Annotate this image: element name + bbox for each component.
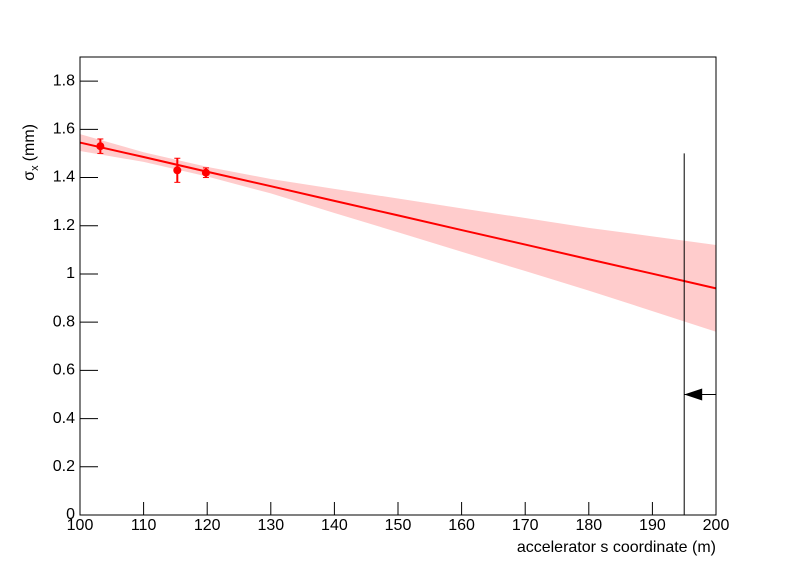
y-tick-label: 0.2: [53, 458, 75, 475]
x-tick-label: 160: [448, 517, 475, 534]
y-tick-label: 0.6: [53, 362, 75, 379]
plot-area: [79, 134, 717, 515]
x-tick-label: 130: [257, 517, 284, 534]
y-label-symbol: σ: [21, 171, 38, 181]
y-tick-label: 0.8: [53, 313, 75, 330]
x-tick-label: 120: [194, 517, 221, 534]
x-tick-label: 100: [67, 517, 94, 534]
x-tick-label: 170: [512, 517, 539, 534]
x-axis-label: accelerator s coordinate (m): [517, 539, 716, 556]
x-tick-label: 150: [385, 517, 412, 534]
fit-band: [80, 134, 716, 332]
y-tick-label: 1.4: [53, 169, 75, 186]
y-label-unit: (mm): [21, 124, 38, 161]
y-tick-label: 1: [66, 265, 75, 282]
x-tick-label: 200: [703, 517, 730, 534]
y-tick-label: 1.6: [53, 121, 75, 138]
data-point: [173, 166, 182, 175]
fit-line: [79, 141, 717, 290]
y-tick-label: 1.8: [53, 72, 75, 89]
x-tick-label: 190: [639, 517, 666, 534]
data-point: [96, 142, 105, 151]
x-tick-label: 140: [321, 517, 348, 534]
y-tick-label: 0: [66, 506, 75, 523]
y-tick-label: 1.2: [53, 217, 75, 234]
cut-arrowhead: [684, 388, 703, 401]
y-axis-label: σx (mm): [21, 124, 41, 181]
y-tick-label: 0.4: [53, 410, 75, 427]
y-label-subscript: x: [29, 165, 41, 171]
x-tick-label: 110: [131, 517, 157, 534]
x-tick-label: 180: [575, 517, 602, 534]
data-point: [201, 168, 210, 177]
